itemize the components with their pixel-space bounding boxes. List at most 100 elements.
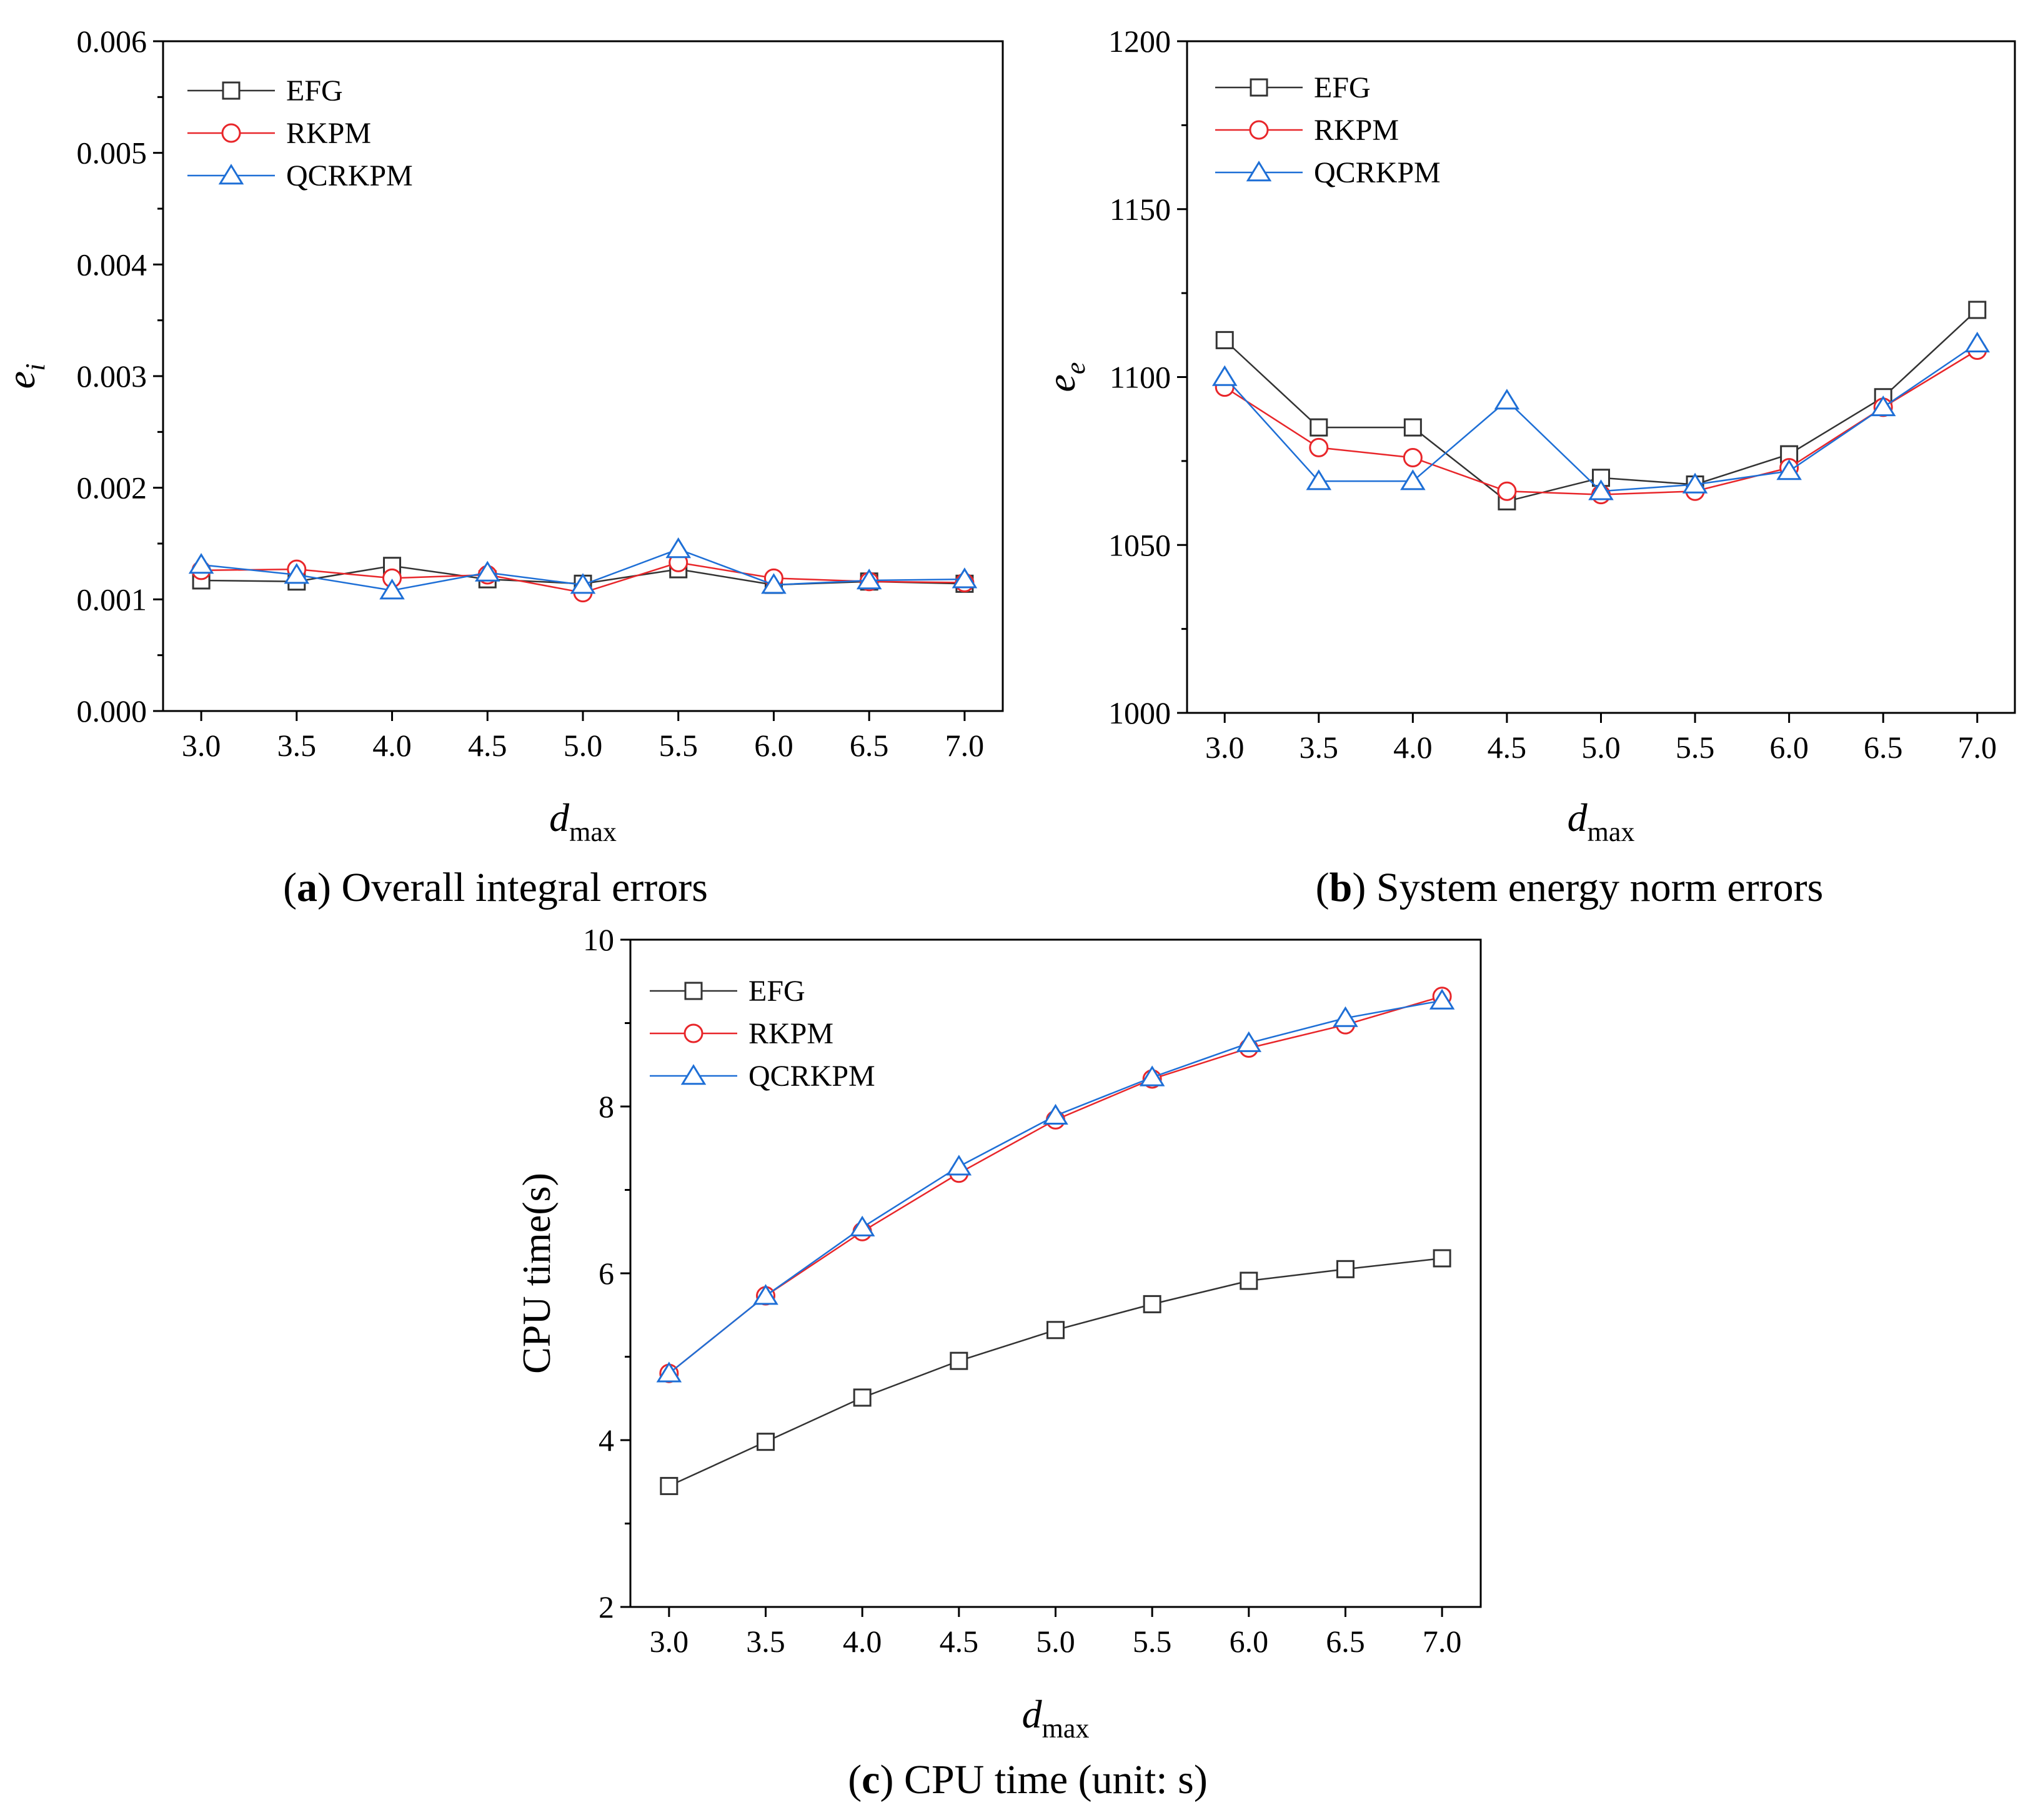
legend-label: RKPM [286,117,371,150]
x-tick-label: 5.0 [1581,730,1621,765]
legend-label: QCRKPM [1314,156,1441,189]
data-point-qcrkpm [1964,331,1991,353]
y-axis-label-main: e [0,371,43,389]
x-tick-label: 6.5 [1864,730,1903,765]
legend-marker [1250,78,1268,97]
legend-label: RKPM [1314,114,1399,147]
series-efg [660,1249,1451,1495]
chart-panel-a: 0.000 0.001 0.002 0.003 0.004 0.005 0.006 3.0 3.… [0,24,1004,910]
y-tick-label: 0.006 [77,24,147,59]
data-point-qcrkpm [474,560,500,582]
legend-marker [680,1064,707,1085]
caption-close: ) [317,865,331,910]
data-point-rkpm [1497,481,1517,501]
x-tick-label: 4.0 [843,1624,882,1659]
y-axis-label: ei [0,364,51,389]
data-point-efg [1046,1321,1065,1340]
data-point-efg [1310,418,1328,437]
x-axis-label-sub: max [1042,1713,1090,1744]
series-qcrkpm [656,988,1455,1383]
legend-item-rkpm: RKPM [187,117,371,150]
y-axis-label-sub: e [1060,362,1091,375]
x-tick-label: 4.5 [940,1624,979,1659]
chart-panel-b: 1000 1050 1100 1150 1200 3.0 3.5 4.0 4.5 5.0 5.5 6.… [1039,24,2016,910]
y-tick-label: 0.001 [77,582,147,617]
data-point-qcrkpm [1333,1006,1358,1027]
y-tick-label: 4 [599,1423,614,1458]
data-point-efg [1143,1295,1161,1313]
series-line-qcrkpm [669,1000,1443,1375]
data-point-qcrkpm [1400,469,1426,490]
legend-label: EFG [286,74,343,107]
y-tick-label: 1150 [1110,192,1171,227]
data-point-rkpm [1403,448,1423,467]
x-tick-label: 3.0 [650,1624,689,1659]
data-point-efg [660,1476,678,1495]
y-tick-label: 0.005 [77,136,147,171]
data-point-qcrkpm [665,537,692,559]
x-axis-label: dmax [1568,795,1635,847]
legend: EFG RKPM QCRKPM [1215,71,1441,189]
legend-marker [684,982,703,1000]
data-point-qcrkpm [946,1155,972,1176]
legend-marker [1249,120,1269,140]
x-tick-label: 7.0 [1958,730,1997,765]
x-tick-label: 3.0 [182,728,221,763]
legend-item-efg: EFG [187,74,343,107]
x-tick-label: 3.5 [746,1624,785,1659]
legend-label: RKPM [748,1017,833,1050]
data-point-qcrkpm [753,1284,778,1305]
legend-label: QCRKPM [748,1060,875,1093]
series-line-rkpm [669,995,1443,1375]
x-tick-label: 7.0 [945,728,985,763]
y-tick-label: 10 [583,922,614,957]
series-qcrkpm [1211,331,1991,500]
x-tick-label: 6.5 [1326,1624,1365,1659]
y-axis-label-sub: i [20,364,51,371]
caption-close: ) [880,1757,893,1803]
data-point-qcrkpm [1043,1103,1068,1125]
data-point-qcrkpm [570,573,596,594]
data-point-qcrkpm [1211,365,1238,386]
caption-letter: a [297,865,317,910]
data-point-qcrkpm [1776,459,1802,480]
x-tick-label: 6.0 [754,728,793,763]
x-tick-label: 6.0 [1230,1624,1269,1659]
legend: EFG RKPM QCRKPM [650,975,875,1093]
legend-item-qcrkpm: QCRKPM [1215,156,1441,189]
y-tick-label: 2 [599,1589,614,1624]
y-tick-label: 0.002 [77,470,147,505]
x-tick-label: 4.5 [468,728,507,763]
legend-item-qcrkpm: QCRKPM [650,1060,875,1093]
data-point-qcrkpm [1139,1065,1165,1087]
data-point-efg [1403,418,1422,437]
y-axis-label-main: CPU time(s) [514,1173,559,1374]
caption-close: ) [1352,865,1366,910]
data-point-qcrkpm [284,563,310,584]
data-point-qcrkpm [1682,472,1708,494]
x-tick-label: 4.0 [372,728,412,763]
data-point-qcrkpm [849,1215,875,1236]
y-axis-label: CPU time(s) [514,1173,559,1374]
caption: (c) CPU time (unit: s) [848,1757,1208,1803]
x-tick-label: 3.0 [1205,730,1245,765]
caption-letter: b [1330,865,1353,910]
legend-label: QCRKPM [286,159,413,192]
legend-item-efg: EFG [650,975,805,1008]
legend-item-rkpm: RKPM [650,1017,833,1050]
legend-marker [221,123,241,143]
caption-open: ( [1316,865,1330,910]
legend-marker [1246,161,1272,182]
data-point-qcrkpm [856,569,882,590]
caption-title: System energy norm errors [1366,865,1823,910]
data-point-qcrkpm [1236,1031,1262,1052]
x-tick-label: 7.0 [1423,1624,1462,1659]
data-point-efg [1240,1271,1258,1290]
x-tick-label: 6.0 [1769,730,1809,765]
x-tick-label: 5.5 [1133,1624,1172,1659]
y-axis-label: ee [1039,362,1091,392]
data-point-efg [950,1351,968,1370]
x-tick-label: 5.5 [1676,730,1715,765]
x-axis-label-sub: max [1588,817,1635,847]
